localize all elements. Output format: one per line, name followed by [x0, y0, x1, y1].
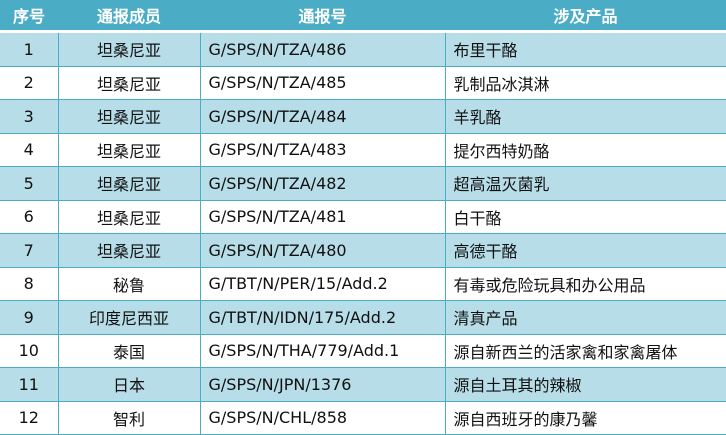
cell-index: 9 — [0, 300, 59, 335]
cell-index: 5 — [0, 166, 59, 201]
cell-notification-number: G/SPS/N/TZA/484 — [199, 99, 446, 134]
cell-product: 乳制品冰淇淋 — [444, 65, 726, 100]
table-row: 2 坦桑尼亚 G/SPS/N/TZA/485 乳制品冰淇淋 — [0, 65, 726, 100]
cell-notification-number: G/SPS/N/TZA/480 — [199, 233, 446, 268]
cell-product: 有毒或危险玩具和办公用品 — [444, 266, 726, 301]
header-index: 序号 — [0, 0, 58, 33]
table-row: 1 坦桑尼亚 G/SPS/N/TZA/486 布里干酪 — [0, 31, 726, 67]
table-row: 7 坦桑尼亚 G/SPS/N/TZA/480 高德干酪 — [0, 233, 726, 268]
header-member: 通报成员 — [58, 0, 200, 33]
cell-product: 源自土耳其的辣椒 — [444, 367, 726, 402]
cell-notification-number: G/TBT/N/IDN/175/Add.2 — [199, 300, 446, 335]
cell-member: 印度尼西亚 — [57, 300, 201, 335]
cell-product: 布里干酪 — [444, 31, 726, 67]
cell-notification-number: G/SPS/N/CHL/858 — [199, 400, 446, 435]
cell-notification-number: G/SPS/N/TZA/482 — [199, 166, 446, 201]
cell-index: 8 — [0, 266, 59, 301]
header-notification-number: 通报号 — [200, 0, 445, 33]
cell-notification-number: G/SPS/N/THA/779/Add.1 — [199, 333, 446, 368]
cell-member: 秘鲁 — [57, 266, 201, 301]
cell-member: 坦桑尼亚 — [57, 233, 201, 268]
table-row: 8 秘鲁 G/TBT/N/PER/15/Add.2 有毒或危险玩具和办公用品 — [0, 266, 726, 301]
cell-product: 白干酪 — [444, 199, 726, 234]
cell-index: 3 — [0, 99, 59, 134]
cell-product: 高德干酪 — [444, 233, 726, 268]
cell-index: 12 — [0, 400, 59, 435]
cell-product: 超高温灭菌乳 — [444, 166, 726, 201]
cell-member: 泰国 — [57, 333, 201, 368]
cell-notification-number: G/SPS/N/TZA/485 — [199, 65, 446, 100]
cell-index: 1 — [0, 31, 59, 67]
cell-product: 源自西班牙的康乃馨 — [444, 400, 726, 435]
cell-member: 日本 — [57, 367, 201, 402]
cell-notification-number: G/SPS/N/TZA/481 — [199, 199, 446, 234]
cell-index: 11 — [0, 367, 59, 402]
table-row: 10 泰国 G/SPS/N/THA/779/Add.1 源自新西兰的活家禽和家禽屠体 — [0, 333, 726, 368]
cell-notification-number: G/SPS/N/TZA/486 — [199, 31, 446, 67]
cell-member: 坦桑尼亚 — [57, 99, 201, 134]
table-row: 9 印度尼西亚 G/TBT/N/IDN/175/Add.2 清真产品 — [0, 300, 726, 335]
cell-notification-number: G/SPS/N/TZA/483 — [199, 132, 446, 167]
table-row: 4 坦桑尼亚 G/SPS/N/TZA/483 提尔西特奶酪 — [0, 132, 726, 167]
cell-index: 4 — [0, 132, 59, 167]
table-row: 5 坦桑尼亚 G/SPS/N/TZA/482 超高温灭菌乳 — [0, 166, 726, 201]
cell-member: 坦桑尼亚 — [57, 132, 201, 167]
cell-product: 清真产品 — [444, 300, 726, 335]
cell-index: 6 — [0, 199, 59, 234]
header-row: 序号 通报成员 通报号 涉及产品 — [0, 0, 726, 33]
table-row: 11 日本 G/SPS/N/JPN/1376 源自土耳其的辣椒 — [0, 367, 726, 402]
cell-product: 提尔西特奶酪 — [444, 132, 726, 167]
cell-member: 智利 — [57, 400, 201, 435]
cell-index: 10 — [0, 333, 59, 368]
cell-notification-number: G/TBT/N/PER/15/Add.2 — [199, 266, 446, 301]
cell-product: 羊乳酪 — [444, 99, 726, 134]
cell-member: 坦桑尼亚 — [57, 166, 201, 201]
cell-member: 坦桑尼亚 — [57, 31, 201, 67]
cell-index: 7 — [0, 233, 59, 268]
cell-member: 坦桑尼亚 — [57, 65, 201, 100]
table-row: 6 坦桑尼亚 G/SPS/N/TZA/481 白干酪 — [0, 199, 726, 234]
cell-product: 源自新西兰的活家禽和家禽屠体 — [444, 333, 726, 368]
cell-notification-number: G/SPS/N/JPN/1376 — [199, 367, 446, 402]
cell-index: 2 — [0, 65, 59, 100]
header-product: 涉及产品 — [445, 0, 726, 33]
table-row: 12 智利 G/SPS/N/CHL/858 源自西班牙的康乃馨 — [0, 400, 726, 435]
table-row: 3 坦桑尼亚 G/SPS/N/TZA/484 羊乳酪 — [0, 99, 726, 134]
cell-member: 坦桑尼亚 — [57, 199, 201, 234]
